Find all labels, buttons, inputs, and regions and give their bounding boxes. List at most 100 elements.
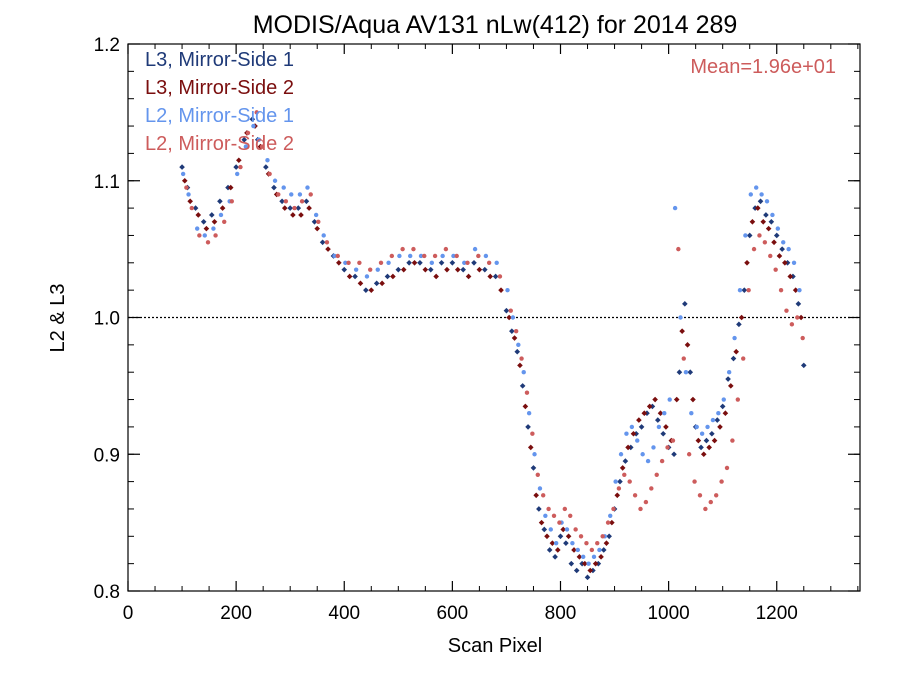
data-point-s1 [544, 533, 550, 540]
data-point-s3 [589, 547, 595, 553]
data-point-s3 [557, 520, 562, 525]
data-point-s2 [548, 527, 553, 532]
x-tick-label: 0 [123, 603, 134, 624]
data-point-s2 [721, 397, 726, 402]
data-point-s3 [189, 205, 194, 211]
data-point-s1 [722, 410, 729, 417]
data-point-s0 [525, 424, 531, 430]
data-point-s1 [576, 554, 583, 560]
data-point-s2 [408, 253, 413, 259]
x-tick-label: 600 [437, 603, 469, 624]
data-point-s2 [759, 192, 764, 197]
data-point-s2 [543, 513, 548, 518]
data-point-s2 [591, 554, 597, 560]
data-point-s1 [592, 560, 599, 567]
data-point-s3 [659, 458, 665, 464]
data-point-s1 [187, 198, 193, 205]
data-point-s0 [779, 246, 785, 252]
data-point-s0 [725, 376, 731, 382]
data-point-s2 [364, 274, 370, 279]
data-point-s2 [297, 192, 303, 197]
data-point-s0 [263, 164, 269, 170]
data-point-s2 [235, 171, 240, 177]
data-point-s1 [690, 396, 696, 403]
data-point-s3 [778, 287, 784, 293]
data-point-s0 [563, 540, 569, 546]
data-point-s0 [319, 239, 326, 246]
data-point-s2 [532, 452, 537, 457]
data-point-s3 [324, 240, 330, 245]
data-point-s3 [497, 274, 503, 279]
data-point-s0 [546, 547, 553, 553]
data-point-s1 [522, 403, 529, 410]
data-point-s3 [184, 185, 189, 190]
data-point-s3 [595, 540, 600, 546]
data-point-s1 [771, 239, 777, 246]
data-point-s1 [646, 403, 653, 410]
data-point-s3 [665, 445, 670, 450]
data-point-s3 [584, 540, 589, 546]
data-point-s2 [710, 417, 716, 423]
data-point-s1 [625, 444, 631, 451]
data-point-s2 [608, 513, 613, 518]
data-point-s2 [624, 431, 629, 436]
data-point-s1 [346, 273, 353, 280]
data-point-s1 [290, 212, 296, 218]
data-point-s2 [575, 547, 580, 553]
data-point-s3 [724, 465, 730, 471]
data-point-s3 [795, 315, 800, 320]
data-point-s0 [311, 218, 318, 225]
data-point-s2 [662, 411, 667, 416]
data-point-s1 [782, 260, 788, 266]
data-point-s3 [578, 534, 584, 539]
data-point-s1 [657, 410, 664, 417]
data-point-s3 [400, 246, 405, 252]
data-point-s3 [692, 479, 697, 484]
data-point-s0 [682, 301, 688, 307]
data-point-s3 [254, 110, 259, 115]
data-point-s0 [492, 273, 499, 280]
data-point-s3 [267, 171, 272, 177]
data-point-s2 [618, 452, 624, 457]
data-point-s1 [614, 492, 621, 499]
data-point-s1 [219, 205, 226, 211]
data-point-s0 [384, 273, 391, 280]
data-point-s2 [743, 233, 748, 238]
data-point-s2 [281, 185, 286, 190]
data-point-s0 [676, 369, 683, 375]
data-point-s1 [798, 314, 804, 321]
data-point-s0 [746, 232, 753, 239]
x-tick-label: 400 [328, 603, 360, 624]
data-point-s2 [748, 192, 753, 197]
data-point-s1 [527, 444, 534, 451]
data-point-s1 [181, 177, 188, 184]
data-point-s2 [699, 431, 705, 436]
data-point-s3 [222, 219, 227, 224]
data-point-s3 [335, 253, 340, 259]
data-point-s2 [645, 458, 651, 464]
data-point-s2 [732, 335, 737, 341]
data-point-s1 [684, 342, 691, 348]
data-point-s2 [386, 260, 391, 265]
x-tick-label: 1200 [756, 603, 798, 624]
data-point-s0 [271, 184, 277, 191]
data-point-s1 [368, 287, 375, 293]
data-point-s1 [506, 314, 512, 321]
data-point-s3 [513, 328, 519, 334]
data-point-s0 [249, 116, 256, 123]
data-point-s2 [305, 185, 310, 190]
data-point-s0 [741, 287, 748, 293]
data-point-s1 [411, 260, 418, 266]
data-point-s3 [486, 260, 492, 265]
data-point-s0 [660, 430, 667, 437]
data-point-s0 [303, 198, 310, 205]
data-point-s1 [236, 157, 242, 164]
data-point-s2 [194, 226, 200, 231]
data-point-s3 [638, 506, 643, 512]
data-point-s1 [298, 212, 304, 218]
data-point-s2 [289, 192, 294, 197]
data-point-s3 [465, 260, 470, 265]
legend-item: L2, Mirror-Side 2 [145, 133, 294, 155]
data-point-s0 [208, 212, 215, 218]
data-point-s0 [557, 533, 564, 540]
